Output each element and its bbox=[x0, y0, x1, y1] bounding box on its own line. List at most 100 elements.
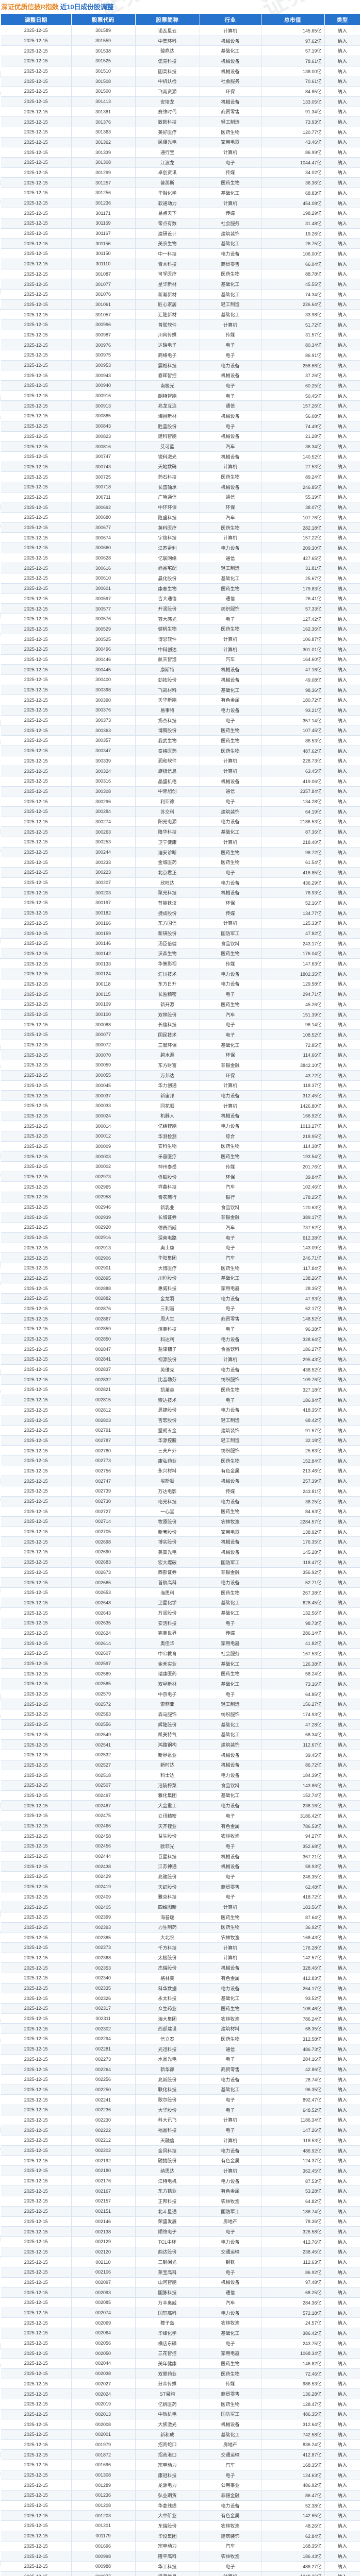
cell-code: 002773 bbox=[71, 1455, 136, 1466]
cell-date: 2025-12-15 bbox=[1, 269, 72, 280]
cell-type: 纳入 bbox=[324, 2520, 360, 2531]
cell-industry: 国防军工 bbox=[200, 2206, 261, 2217]
cell-type: 纳入 bbox=[324, 1100, 360, 1111]
cell-type: 纳入 bbox=[324, 979, 360, 990]
cell-industry: 汽车 bbox=[200, 2297, 261, 2308]
cell-industry: 电力设备 bbox=[200, 248, 261, 259]
cell-type: 纳入 bbox=[324, 1445, 360, 1456]
cell-industry: 计算机 bbox=[200, 2115, 261, 2126]
cell-type: 纳入 bbox=[324, 958, 360, 969]
cell-industry: 环保 bbox=[200, 502, 261, 513]
cell-date: 2025-12-15 bbox=[1, 1922, 72, 1933]
table-row: 2025-12-15 002497 雅化集团 基础化工 152.74亿 纳入 bbox=[1, 1790, 360, 1801]
cell-code: 002563 bbox=[71, 1709, 136, 1720]
cell-code: 002456 bbox=[71, 1841, 136, 1852]
cell-industry: 社会服务 bbox=[200, 1648, 261, 1659]
cell-name: 骏鼎达 bbox=[135, 45, 200, 57]
table-row: 2025-12-15 002773 康弘药业 医药生物 152.84亿 纳入 bbox=[1, 1455, 360, 1466]
cell-industry: 电子 bbox=[200, 391, 261, 401]
cell-type: 纳入 bbox=[324, 1263, 360, 1274]
cell-type: 纳入 bbox=[324, 1405, 360, 1416]
cell-type: 纳入 bbox=[324, 1252, 360, 1263]
cell-type: 纳入 bbox=[324, 177, 360, 188]
cell-name: 安科生物 bbox=[135, 1141, 200, 1152]
table-row: 2025-12-15 002913 奥士康 电子 143.09亿 纳入 bbox=[1, 1243, 360, 1253]
cell-industry: 机械设备 bbox=[200, 66, 261, 77]
cell-name: 美亚光电 bbox=[135, 1547, 200, 1557]
cell-marketcap: 98.73亿 bbox=[261, 1618, 325, 1629]
cell-marketcap: 37.26亿 bbox=[261, 370, 325, 381]
cell-name: 崇达技术 bbox=[135, 1395, 200, 1405]
cell-name: 康斯特 bbox=[135, 664, 200, 675]
cell-type: 纳入 bbox=[324, 441, 360, 452]
cell-type: 纳入 bbox=[324, 735, 360, 746]
cell-date: 2025-12-15 bbox=[1, 1293, 72, 1304]
cell-name: 天虹股份 bbox=[135, 1882, 200, 1892]
cell-code: 300059 bbox=[71, 1060, 136, 1071]
table-row: 2025-12-15 000998 隆平高科 农林牧渔 186.43亿 纳入 bbox=[1, 2551, 360, 2562]
cell-industry: 计算机 bbox=[200, 1354, 261, 1365]
cell-date: 2025-12-15 bbox=[1, 1831, 72, 1842]
cell-code: 300072 bbox=[71, 1040, 136, 1050]
cell-industry: 计算机 bbox=[200, 532, 261, 544]
cell-industry: 机械设备 bbox=[200, 1851, 261, 1862]
cell-marketcap: 176.28亿 bbox=[261, 1942, 325, 1953]
cell-code: 300088 bbox=[71, 1019, 136, 1030]
cell-code: 002212 bbox=[71, 2135, 136, 2146]
cell-type: 纳入 bbox=[324, 2460, 360, 2470]
table-row: 2025-12-15 001289 龙源电力 公用事业 486.92亿 纳入 bbox=[1, 2480, 360, 2491]
cell-name: 三花智控 bbox=[135, 2348, 200, 2359]
cell-date: 2025-12-15 bbox=[1, 218, 72, 229]
cell-name: 瑞康医药 bbox=[135, 1668, 200, 1680]
cell-industry: 基础化工 bbox=[200, 45, 261, 57]
table-row: 2025-12-15 300529 健帆生物 医药生物 162.36亿 纳入 bbox=[1, 624, 360, 635]
cell-type: 纳入 bbox=[324, 2439, 360, 2450]
cell-date: 2025-12-15 bbox=[1, 1121, 72, 1131]
table-row: 2025-12-15 002326 永太科技 基础化工 93.52亿 纳入 bbox=[1, 1993, 360, 2004]
cell-code: 002958 bbox=[71, 1192, 136, 1202]
cell-marketcap: 301.01亿 bbox=[261, 644, 325, 655]
table-row: 2025-12-15 002730 电光科技 电力设备 38.25亿 纳入 bbox=[1, 1496, 360, 1507]
cell-code: 002373 bbox=[71, 1942, 136, 1953]
cell-name: 碧水源 bbox=[135, 1049, 200, 1061]
cell-type: 纳入 bbox=[324, 1739, 360, 1750]
cell-industry: 电子 bbox=[200, 2470, 261, 2481]
cell-date: 2025-12-15 bbox=[1, 1131, 72, 1142]
table-body: 2025-12-15 301589 诺瓦星云 计算机 145.65亿 纳入 2025-12-… bbox=[1, 25, 360, 2576]
cell-type: 纳入 bbox=[324, 1841, 360, 1852]
cell-name: 卫星化学 bbox=[135, 1598, 200, 1608]
cell-type: 纳入 bbox=[324, 1476, 360, 1486]
cell-code: 002013 bbox=[71, 2409, 136, 2420]
cell-code: 300674 bbox=[71, 532, 136, 544]
cell-type: 纳入 bbox=[324, 664, 360, 675]
table-row: 2025-12-15 001308 康冠科技 电子 124.63亿 纳入 bbox=[1, 2470, 360, 2481]
table-row: 2025-12-15 300597 吉大通信 通信 26.41亿 纳入 bbox=[1, 594, 360, 604]
table-row: 2025-12-15 300943 春晖智控 机械设备 37.26亿 纳入 bbox=[1, 370, 360, 381]
cell-date: 2025-12-15 bbox=[1, 2419, 72, 2430]
cell-industry: 农林牧渔 bbox=[200, 2551, 261, 2562]
cell-type: 纳入 bbox=[324, 1557, 360, 1568]
cell-date: 2025-12-15 bbox=[1, 1181, 72, 1193]
table-row: 2025-12-15 300014 亿纬锂能 电力设备 1013.27亿 纳入 bbox=[1, 1121, 360, 1131]
cell-industry: 食品饮料 bbox=[200, 1344, 261, 1355]
cell-code: 002812 bbox=[71, 1405, 136, 1416]
cell-name: 隆盛科技 bbox=[135, 512, 200, 523]
cell-date: 2025-12-15 bbox=[1, 45, 72, 57]
cell-marketcap: 94.27亿 bbox=[261, 1831, 325, 1842]
cell-industry: 社会服务 bbox=[200, 218, 261, 229]
cell-name: 大华股份 bbox=[135, 2105, 200, 2115]
cell-marketcap: 186.27亿 bbox=[261, 1344, 325, 1355]
cell-date: 2025-12-15 bbox=[1, 897, 72, 908]
cell-type: 纳入 bbox=[324, 877, 360, 888]
cell-name: 埃斯顿 bbox=[135, 1476, 200, 1486]
cell-name: 双鹭药业 bbox=[135, 2368, 200, 2379]
cell-name: 尚品宅配 bbox=[135, 563, 200, 574]
table-row: 2025-12-15 300166 东方国信 计算机 125.33亿 纳入 bbox=[1, 918, 360, 929]
cell-marketcap: 86.72亿 bbox=[261, 1760, 325, 1771]
cell-code: 001872 bbox=[71, 2449, 136, 2460]
table-row: 2025-12-15 002064 华峰化学 基础化工 386.42亿 纳入 bbox=[1, 2328, 360, 2338]
cell-marketcap: 128.47亿 bbox=[261, 2399, 325, 2410]
cell-marketcap: 209.30亿 bbox=[261, 543, 325, 553]
cell-date: 2025-12-15 bbox=[1, 1628, 72, 1639]
table-row: 2025-12-15 002635 安洁科技 电子 98.73亿 纳入 bbox=[1, 1618, 360, 1629]
